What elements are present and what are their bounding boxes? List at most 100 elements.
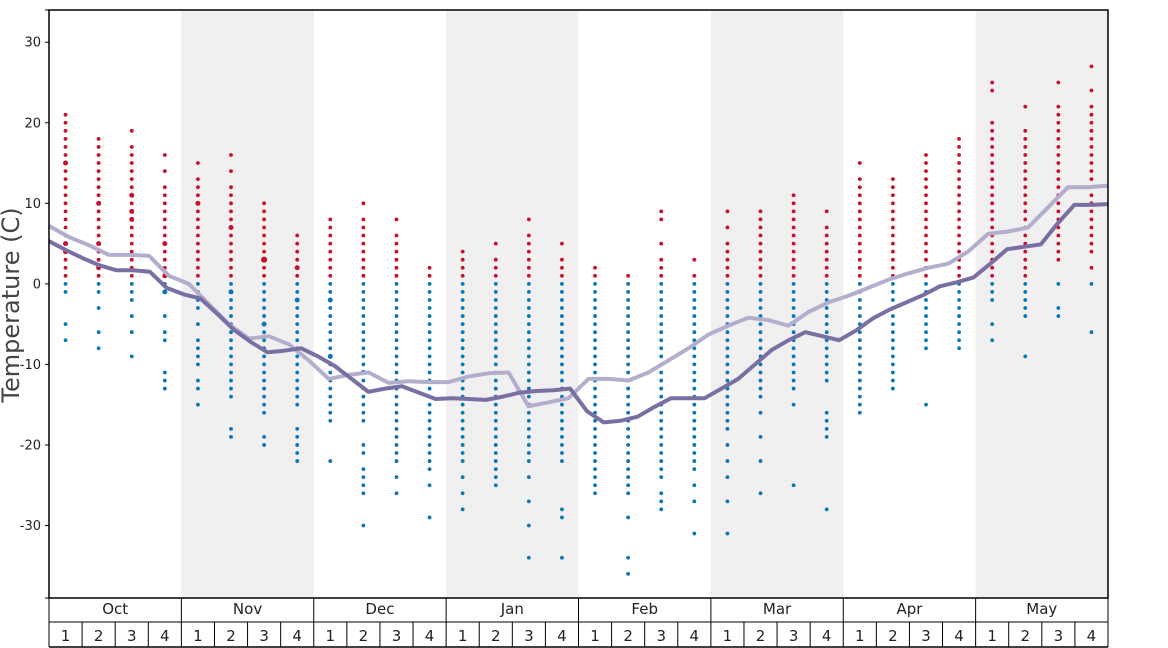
temp-dot [924, 177, 928, 182]
temp-dot [162, 169, 167, 173]
temp-dot [990, 185, 995, 190]
temp-dot [229, 241, 233, 246]
temp-dot [857, 273, 862, 278]
temp-dot [394, 241, 399, 246]
temp-dot [129, 249, 134, 254]
temp-dot [63, 120, 68, 125]
temp-dot [361, 394, 366, 399]
temp-dot [1089, 88, 1094, 93]
temp-dot [460, 435, 465, 439]
temp-dot [328, 241, 333, 246]
temp-dot [96, 225, 101, 230]
temp-dot [493, 443, 498, 447]
temp-dot [857, 281, 862, 286]
temp-dot [1056, 185, 1061, 190]
temp-dot [626, 298, 631, 302]
temp-dot [460, 257, 465, 262]
temp-dot [526, 306, 531, 310]
temp-dot [361, 410, 366, 415]
temp-dot [294, 265, 300, 271]
temp-dot [957, 330, 961, 335]
temp-dot [692, 330, 697, 335]
temp-dot [526, 281, 531, 286]
temp-dot [659, 241, 664, 246]
temp-dot [1023, 273, 1028, 278]
temp-dot [229, 346, 233, 351]
temp-dot [196, 161, 200, 165]
temp-dot [196, 306, 200, 310]
temp-dot [96, 306, 101, 310]
temp-dot [162, 209, 167, 214]
temp-dot [394, 257, 399, 262]
temp-dot [560, 410, 564, 415]
temp-dot [229, 394, 233, 399]
temp-dot [659, 354, 664, 359]
temp-dot [824, 362, 829, 367]
temp-dot [228, 289, 234, 295]
temp-dot [162, 193, 167, 198]
temp-dot [229, 362, 233, 367]
temp-dot [890, 217, 895, 222]
temp-dot [361, 201, 366, 206]
month-label: Feb [631, 600, 658, 618]
week-label: 4 [690, 627, 700, 645]
week-label: 4 [292, 627, 302, 645]
temp-dot [857, 386, 862, 391]
temp-dot [295, 290, 300, 294]
temp-dot [659, 467, 664, 472]
temp-dot [725, 306, 730, 310]
temp-dot [427, 298, 432, 302]
temp-dot [460, 249, 465, 254]
week-label: 2 [623, 627, 633, 645]
temp-dot [593, 402, 597, 407]
temp-dot [493, 475, 498, 480]
shade-jan [446, 10, 579, 598]
temp-dot [361, 241, 366, 246]
temp-dot [262, 273, 267, 278]
temp-dot [791, 314, 796, 318]
temp-dot [526, 233, 531, 238]
temp-dot [924, 257, 928, 262]
temp-dot [460, 338, 465, 343]
temp-dot [791, 273, 796, 278]
temp-dot [659, 435, 664, 439]
temp-dot [659, 330, 664, 335]
temp-dot [196, 346, 200, 351]
temp-dot [262, 378, 267, 383]
temp-dot [560, 426, 564, 431]
temp-dot [129, 185, 134, 190]
temperature-dots [63, 64, 1094, 576]
temp-dot [990, 241, 995, 246]
temp-dot [394, 265, 399, 270]
temp-dot [957, 322, 961, 327]
week-label: 4 [822, 627, 832, 645]
temp-dot [990, 249, 995, 254]
week-label: 3 [1054, 627, 1064, 645]
temp-dot [890, 249, 895, 254]
temp-dot [229, 330, 233, 335]
temp-dot [526, 298, 531, 302]
temp-dot [857, 354, 862, 359]
temp-dot [791, 281, 796, 286]
temp-dot [990, 136, 995, 141]
temp-dot [96, 145, 101, 149]
temp-dot [857, 217, 862, 222]
temp-dot [196, 185, 200, 190]
temp-dot [857, 233, 862, 238]
temp-dot [990, 225, 995, 230]
temp-dot [262, 225, 267, 230]
temp-dot [493, 483, 498, 488]
temp-dot [1056, 233, 1061, 238]
temp-dot [295, 354, 300, 359]
temp-dot [262, 354, 267, 359]
temp-dot [758, 378, 763, 383]
temp-dot [990, 128, 995, 133]
temp-dot [659, 491, 664, 496]
temp-dot [361, 330, 366, 335]
week-label: 2 [756, 627, 766, 645]
temp-dot [659, 451, 664, 455]
week-label: 1 [987, 627, 997, 645]
temp-dot [824, 426, 829, 431]
temp-dot [659, 475, 664, 480]
temp-dot [63, 217, 68, 222]
